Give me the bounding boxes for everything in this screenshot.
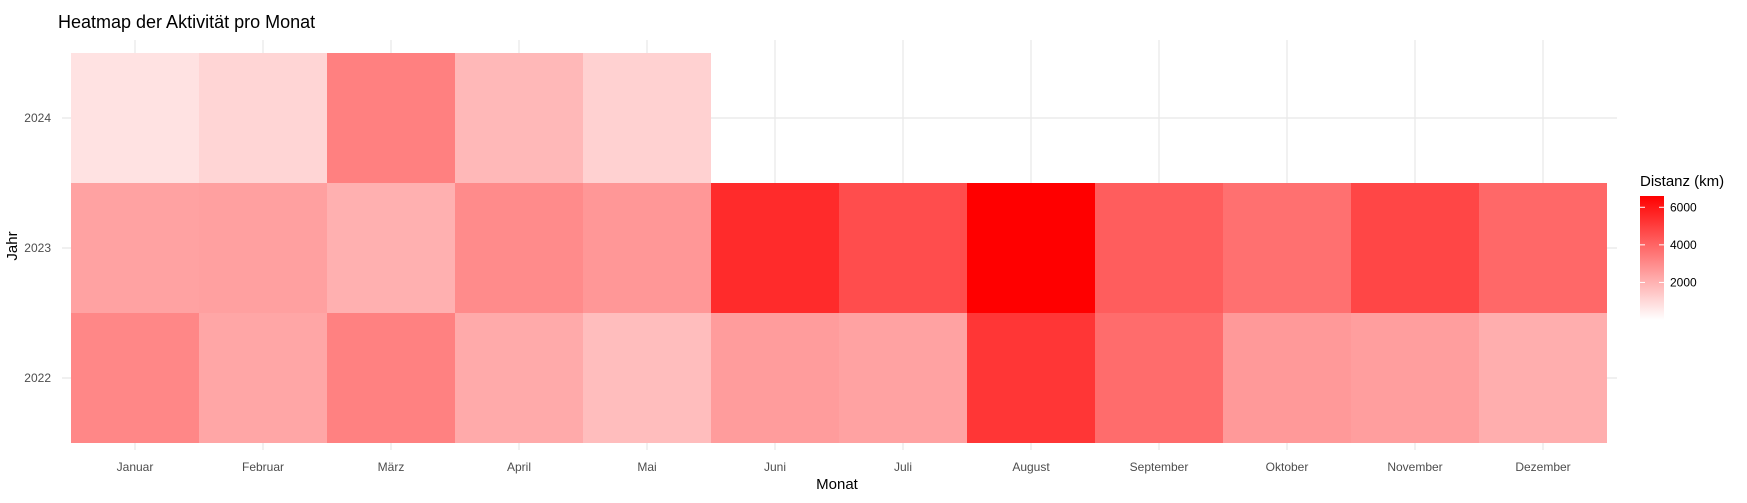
x-tick-label: Oktober: [1266, 460, 1309, 474]
heatmap-cell: [583, 183, 711, 313]
heatmap-cell: [967, 313, 1095, 443]
legend-tick-label: 4000: [1670, 238, 1697, 252]
heatmap-cell: [1223, 183, 1351, 313]
y-tick-label: 2023: [24, 241, 51, 255]
y-axis-title: Jahr: [4, 231, 21, 260]
heatmap-cell: [1351, 183, 1479, 313]
heatmap-cell: [583, 53, 711, 183]
heatmap-cells: [71, 53, 1607, 443]
heatmap-cell: [967, 183, 1095, 313]
legend-colorbar: [1640, 196, 1664, 320]
x-tick-label: April: [507, 460, 531, 474]
heatmap-cell: [1479, 313, 1607, 443]
heatmap-cell: [71, 53, 199, 183]
heatmap-cell: [199, 313, 327, 443]
heatmap-cell: [455, 183, 583, 313]
x-tick-label: März: [378, 460, 405, 474]
heatmap-cell: [1351, 313, 1479, 443]
legend: Distanz (km) 2000 4000 6000: [1640, 173, 1724, 320]
heatmap-cell: [711, 313, 839, 443]
heatmap-cell: [839, 183, 967, 313]
heatmap-cell: [199, 183, 327, 313]
legend-ticks: 2000 4000 6000: [1640, 200, 1697, 289]
heatmap-cell: [71, 313, 199, 443]
heatmap-cell: [1095, 183, 1223, 313]
x-tick-label: Februar: [242, 460, 284, 474]
heatmap-cell: [455, 313, 583, 443]
x-axis-title: Monat: [816, 476, 859, 493]
x-tick-label: Juni: [764, 460, 786, 474]
x-tick-label: Januar: [117, 460, 154, 474]
y-tick-label: 2024: [24, 111, 51, 125]
x-tick-label: Dezember: [1515, 460, 1570, 474]
chart-title: Heatmap der Aktivität pro Monat: [58, 12, 315, 32]
x-tick-label: Mai: [637, 460, 656, 474]
heatmap-cell: [1223, 313, 1351, 443]
y-tick-labels: 2024 2023 2022: [24, 111, 51, 385]
x-tick-label: September: [1130, 460, 1189, 474]
heatmap-cell: [71, 183, 199, 313]
y-tick-label: 2022: [24, 371, 51, 385]
heatmap-cell: [839, 313, 967, 443]
heatmap-cell: [1095, 313, 1223, 443]
heatmap-cell: [327, 183, 455, 313]
heatmap-cell: [583, 313, 711, 443]
heatmap-cell: [711, 183, 839, 313]
legend-tick-label: 2000: [1670, 275, 1697, 289]
x-tick-label: Juli: [894, 460, 912, 474]
x-tick-labels: Januar Februar März April Mai Juni Juli August S…: [117, 460, 1571, 474]
legend-tick-label: 6000: [1670, 200, 1697, 214]
x-tick-label: August: [1012, 460, 1050, 474]
legend-title: Distanz (km): [1640, 173, 1724, 190]
heatmap-cell: [327, 313, 455, 443]
heatmap-cell: [199, 53, 327, 183]
heatmap-cell: [327, 53, 455, 183]
heatmap-cell: [1479, 183, 1607, 313]
heatmap-cell: [455, 53, 583, 183]
x-tick-label: November: [1387, 460, 1442, 474]
